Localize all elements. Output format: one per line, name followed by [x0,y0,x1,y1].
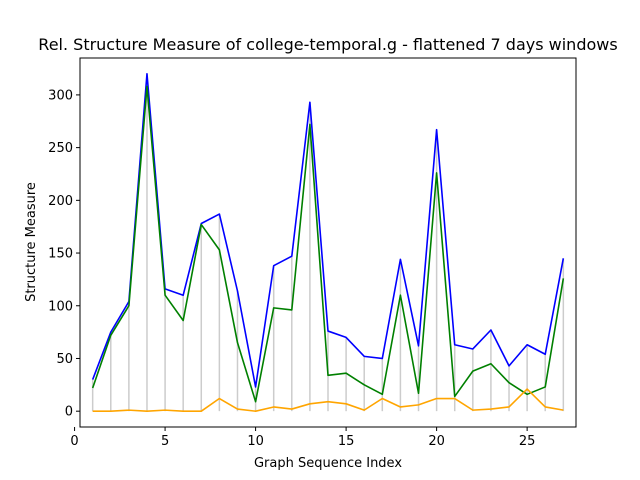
y-tick-label: 200 [48,194,73,209]
series-line-3 [92,388,564,412]
x-tick-label: 0 [70,434,78,449]
series-line-1 [91,73,565,388]
y-axis-label: Structure Measure [24,182,39,302]
x-tick-label: 10 [247,434,264,449]
y-tick-label: 150 [48,247,73,262]
chart-title: Rel. Structure Measure of college-tempor… [38,35,617,54]
x-tick-label: 25 [519,434,536,449]
x-tick-label: 15 [338,434,355,449]
y-tick-label: 0 [65,405,73,420]
stem-lines [91,73,565,412]
y-tick-label: 50 [56,352,73,367]
y-tick-label: 100 [48,299,73,314]
x-axis-label: Graph Sequence Index [254,456,402,471]
x-tick-label: 20 [428,434,445,449]
y-tick-label: 300 [48,88,73,103]
series-line-2 [91,85,565,403]
y-axis-ticks: 0 50 100 150 200 250 300 [48,88,80,420]
series-lines [91,73,565,412]
x-tick-label: 5 [161,434,169,449]
y-tick-label: 250 [48,141,73,156]
x-axis-ticks: 0 5 10 15 20 25 [70,427,535,449]
plot-frame [79,57,577,428]
